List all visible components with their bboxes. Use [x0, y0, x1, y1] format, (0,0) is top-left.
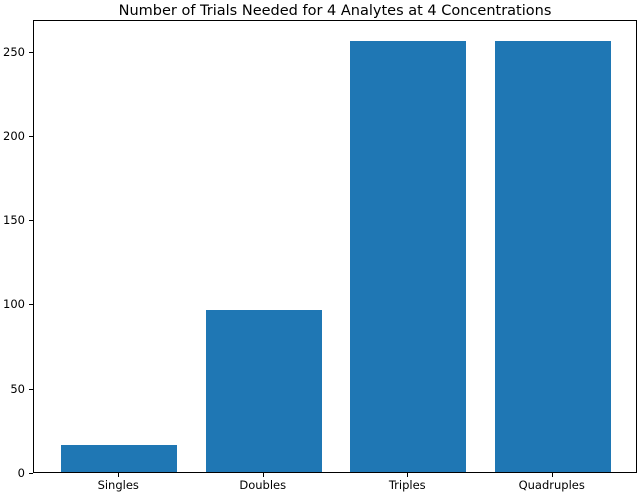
- x-tick-mark: [551, 473, 553, 477]
- y-tick-label: 100: [3, 297, 25, 312]
- y-tick-label: 0: [17, 466, 25, 480]
- plot-area: [33, 20, 637, 473]
- y-tick-mark: [29, 135, 33, 137]
- y-tick-label: 150: [3, 213, 25, 228]
- y-tick-label: 250: [3, 44, 25, 59]
- bar-doubles: [205, 310, 322, 472]
- bar-triples: [350, 40, 467, 472]
- bar-quadruples: [494, 40, 611, 472]
- y-tick-mark: [29, 220, 33, 222]
- x-tick-label: Doubles: [239, 478, 287, 492]
- x-tick-mark: [118, 473, 120, 477]
- y-tick-label: 200: [3, 128, 25, 143]
- x-tick-mark: [407, 473, 409, 477]
- x-tick-label: Quadruples: [518, 478, 585, 492]
- y-tick-mark: [29, 388, 33, 390]
- x-tick-label: Triples: [388, 478, 426, 492]
- x-tick-label: Singles: [97, 478, 139, 492]
- y-tick-mark: [29, 304, 33, 306]
- y-tick-label: 50: [10, 381, 25, 396]
- bar-singles: [61, 445, 178, 472]
- chart-title: Number of Trials Needed for 4 Analytes a…: [118, 3, 552, 19]
- x-tick-mark: [262, 473, 264, 477]
- y-tick-mark: [29, 51, 33, 53]
- y-tick-mark: [29, 473, 33, 474]
